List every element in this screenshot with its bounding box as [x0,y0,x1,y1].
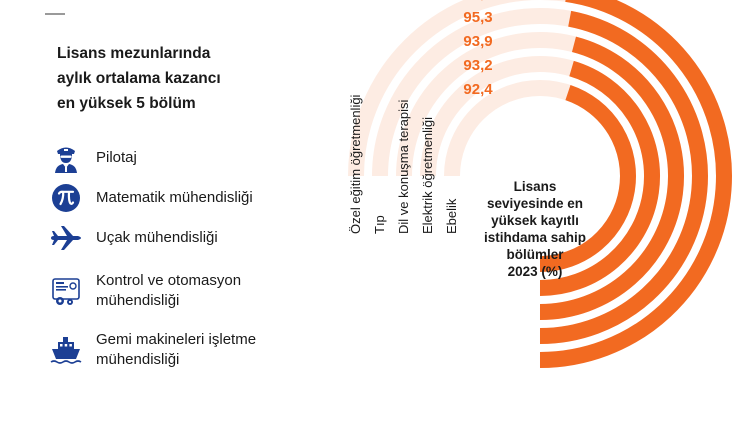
category-label-3: Dil ve konuşma terapisi [396,100,411,234]
ship-icon [50,337,82,364]
bar-2 [539,10,708,344]
value-label-1: 96,2 [463,0,492,2]
pi-icon [52,184,80,212]
category-label-1: Özel eğitim öğretmenliği [348,94,363,234]
list-item-label: Pilotaj [96,149,137,166]
list-item-label: Uçak mühendisliği [96,229,218,246]
bar-3 [539,36,684,320]
left-panel-title: Lisans mezunlarında aylık ortalama kazan… [57,45,221,112]
list-item-label: Matematik mühendisliği [96,189,253,206]
value-label-5: 92,4 [463,81,493,98]
control-panel-icon [52,278,80,305]
list-item-kontrol: Kontrol ve otomasyon mühendisliği [50,271,241,311]
list-item-label: Kontrol ve otomasyon mühendisliği [96,272,242,309]
list-item-label: Gemi makineleri işletme mühendisliği [96,331,257,368]
bar-4 [539,60,660,296]
value-label-2: 95,3 [463,9,492,26]
value-label-4: 93,2 [463,57,492,74]
bar-5 [539,84,636,272]
category-label-4: Elektrik öğretmenliği [420,117,435,234]
list-item-gemi: Gemi makineleri işletme mühendisliği [50,330,256,370]
bar-1 [539,0,732,368]
airplane-icon [51,226,81,250]
category-label-2: Tıp [372,215,387,234]
list-item-ucak: Uçak mühendisliği [50,222,218,254]
list-item-pilotaj: Pilotaj [50,142,137,174]
list-item-matematik: Matematik mühendisliği [50,182,253,214]
category-label-5: Ebelik [444,198,459,234]
chart-title: Lisans seviyesinde en yüksek kayıtlı istihd… [484,179,586,279]
top-rule [45,13,65,15]
value-label-3: 93,9 [463,33,492,50]
pilot-icon [55,147,77,173]
